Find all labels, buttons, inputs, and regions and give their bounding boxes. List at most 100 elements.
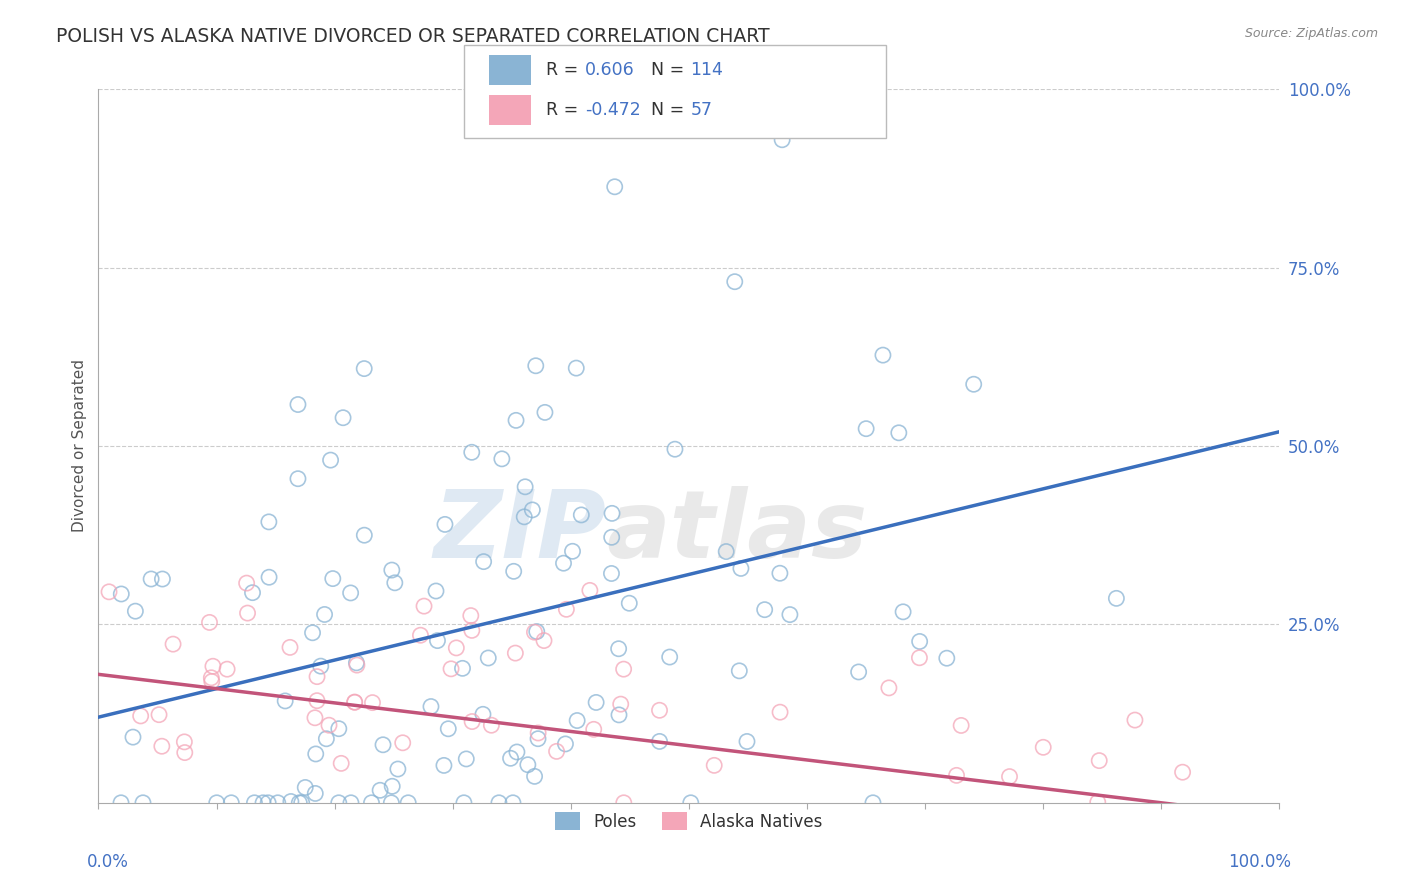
Text: -0.472: -0.472 xyxy=(585,101,641,119)
Point xyxy=(770,133,793,147)
Point xyxy=(523,769,546,783)
Point xyxy=(1171,765,1194,780)
Point xyxy=(555,602,578,616)
Point xyxy=(217,662,239,676)
Point xyxy=(935,651,957,665)
Point xyxy=(1123,713,1146,727)
Point xyxy=(235,576,257,591)
Point xyxy=(848,665,870,679)
Point xyxy=(513,480,536,494)
Point xyxy=(730,561,752,575)
Point xyxy=(779,607,801,622)
Point xyxy=(288,796,311,810)
Point xyxy=(502,565,524,579)
Point xyxy=(433,517,456,532)
Point xyxy=(173,746,195,760)
Text: ZIP: ZIP xyxy=(433,485,606,578)
Point xyxy=(287,397,309,411)
Point xyxy=(513,509,536,524)
Point xyxy=(387,762,409,776)
Point xyxy=(343,695,366,709)
Text: R =: R = xyxy=(546,61,583,78)
Point xyxy=(887,425,910,440)
Point xyxy=(1032,740,1054,755)
Point xyxy=(502,796,524,810)
Point xyxy=(305,747,328,761)
Point xyxy=(318,718,340,732)
Y-axis label: Divorced or Separated: Divorced or Separated xyxy=(72,359,87,533)
Point xyxy=(891,605,914,619)
Point xyxy=(381,779,404,793)
Text: Source: ZipAtlas.com: Source: ZipAtlas.com xyxy=(1244,27,1378,40)
Point xyxy=(396,796,419,810)
Point xyxy=(420,699,443,714)
Point xyxy=(460,608,482,623)
Point xyxy=(561,544,583,558)
Point xyxy=(360,796,382,810)
Point xyxy=(524,359,547,373)
Point xyxy=(353,361,375,376)
Point xyxy=(477,651,499,665)
Point xyxy=(565,361,588,376)
Point xyxy=(679,796,702,810)
Point xyxy=(152,572,174,586)
Text: 114: 114 xyxy=(690,61,723,78)
Point xyxy=(499,751,522,765)
Point xyxy=(219,796,242,810)
Text: 0.606: 0.606 xyxy=(585,61,634,78)
Point xyxy=(332,410,354,425)
Point xyxy=(569,508,592,522)
Point xyxy=(122,730,145,744)
Point xyxy=(205,796,228,810)
Point xyxy=(950,718,973,732)
Point xyxy=(280,795,302,809)
Point xyxy=(945,768,967,782)
Point xyxy=(648,703,671,717)
Point xyxy=(506,745,529,759)
Text: 57: 57 xyxy=(690,101,713,119)
Point xyxy=(391,736,413,750)
Text: POLISH VS ALASKA NATIVE DIVORCED OR SEPARATED CORRELATION CHART: POLISH VS ALASKA NATIVE DIVORCED OR SEPA… xyxy=(56,27,770,45)
Point xyxy=(862,796,884,810)
Point xyxy=(346,656,368,670)
Point xyxy=(619,596,641,610)
Point xyxy=(479,718,502,732)
Text: N =: N = xyxy=(651,101,690,119)
Point xyxy=(908,650,931,665)
Point xyxy=(724,275,747,289)
Point xyxy=(505,413,527,427)
Point xyxy=(472,555,495,569)
Point xyxy=(148,707,170,722)
Point xyxy=(139,572,162,586)
Point xyxy=(585,696,607,710)
Point xyxy=(124,604,146,618)
Text: R =: R = xyxy=(546,101,583,119)
Point xyxy=(339,586,361,600)
Point xyxy=(353,528,375,542)
Point xyxy=(236,606,259,620)
Legend: Poles, Alaska Natives: Poles, Alaska Natives xyxy=(548,805,830,838)
Point xyxy=(607,707,630,722)
Point xyxy=(963,377,986,392)
Point xyxy=(1087,795,1109,809)
Point xyxy=(461,445,484,459)
Text: atlas: atlas xyxy=(606,485,868,578)
Point xyxy=(505,646,527,660)
Point xyxy=(384,575,406,590)
Point xyxy=(322,572,344,586)
Point xyxy=(735,734,758,748)
Point xyxy=(409,628,432,642)
Point xyxy=(201,674,224,689)
Point xyxy=(132,796,155,810)
Point xyxy=(648,734,671,748)
Point xyxy=(328,796,350,810)
Point xyxy=(291,796,314,810)
Point xyxy=(243,796,266,810)
Point xyxy=(346,658,368,673)
Point xyxy=(328,722,350,736)
Point xyxy=(305,694,328,708)
Point xyxy=(267,796,290,810)
Point xyxy=(98,584,121,599)
Point xyxy=(603,179,626,194)
Point xyxy=(201,659,224,673)
